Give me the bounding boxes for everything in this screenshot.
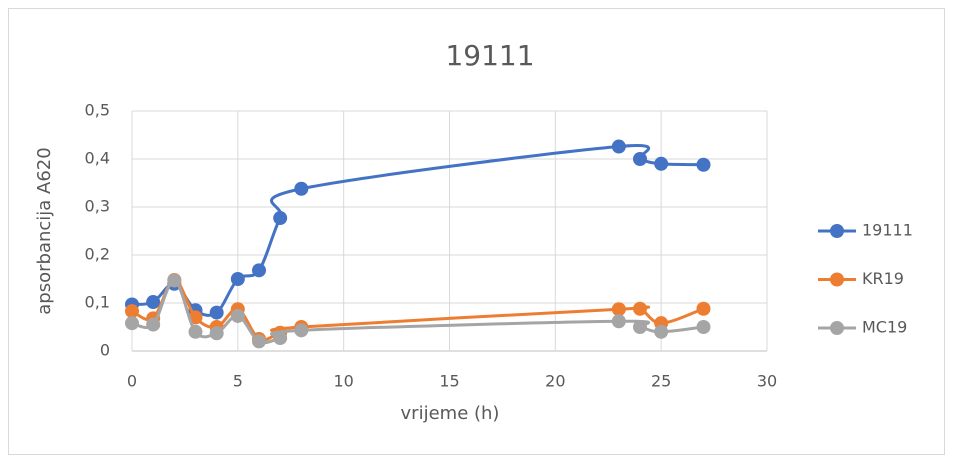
data-point: [209, 326, 224, 341]
y-tick-label: 0,3: [85, 197, 110, 216]
legend-marker: [830, 272, 844, 287]
legend-label: 19111: [862, 221, 913, 240]
data-point: [611, 302, 626, 317]
data-point: [633, 152, 647, 166]
legend-label: KR19: [862, 269, 904, 288]
data-point: [611, 139, 626, 154]
data-point: [654, 324, 669, 339]
data-point: [696, 320, 711, 334]
legend-marker: [830, 321, 844, 335]
data-point: [252, 263, 266, 278]
y-tick-label: 0: [100, 341, 110, 360]
data-point: [188, 324, 203, 339]
y-tick-label: 0,4: [85, 149, 110, 168]
data-point: [146, 295, 161, 310]
chart-title: 19111: [445, 39, 534, 72]
y-tick-label: 0,5: [85, 101, 110, 120]
x-tick-label: 30: [757, 372, 777, 391]
data-point: [294, 323, 309, 338]
x-tick-label: 5: [233, 372, 243, 391]
x-tick-label: 20: [545, 372, 565, 391]
legend-label: MC19: [862, 318, 907, 337]
x-tick-label: 0: [127, 372, 137, 391]
x-tick-label: 10: [333, 372, 353, 391]
data-point: [654, 156, 669, 171]
x-axis-label: vrijeme (h): [401, 403, 500, 424]
x-tick-label: 25: [651, 372, 671, 391]
chart-frame: [8, 8, 945, 455]
y-axis-label: apsorbancija A620: [34, 147, 55, 314]
data-point: [633, 301, 647, 316]
data-point: [230, 308, 245, 323]
y-tick-label: 0,1: [85, 293, 110, 312]
data-point: [125, 316, 139, 331]
legend-marker: [830, 224, 844, 238]
data-point: [633, 320, 647, 334]
data-point: [230, 272, 245, 286]
data-point: [696, 157, 711, 172]
data-point: [611, 314, 626, 329]
data-point: [125, 304, 139, 319]
data-point: [294, 181, 309, 196]
data-point: [252, 334, 266, 349]
data-point: [209, 305, 224, 320]
x-tick-label: 15: [439, 372, 459, 391]
y-tick-label: 0,2: [85, 245, 110, 264]
data-point: [167, 273, 182, 288]
data-point: [273, 331, 288, 346]
data-point: [696, 301, 711, 316]
data-point: [146, 317, 161, 332]
data-point: [273, 211, 288, 226]
